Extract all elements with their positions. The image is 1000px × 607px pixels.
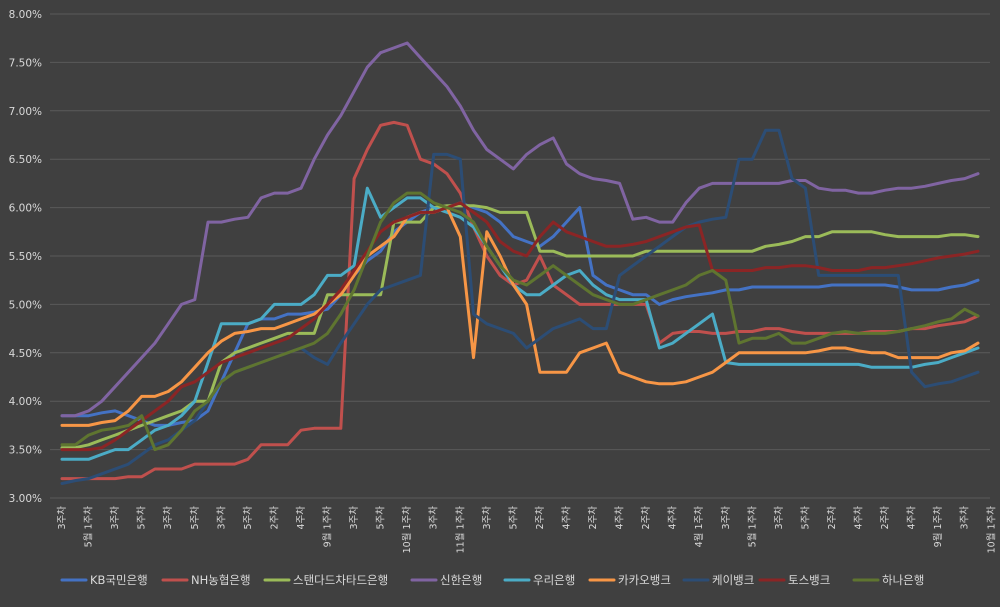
legend-label: 케이뱅크 [712,573,754,587]
gridlines [50,13,990,499]
series-line [60,41,980,418]
x-tick-label: 5주차 [242,506,254,530]
x-tick-label: 3주차 [348,506,360,530]
x-tick-label: 2주차 [268,506,280,530]
y-axis-ticks: 3.00% 3.50% 4.00% 4.50% 5.00% 5.50% 6.00% 6.50%… [9,9,42,505]
x-tick-label: 4주차 [667,506,679,530]
x-tick-label: 4월 1주차 [693,506,705,548]
legend-label: 신한은행 [440,573,482,587]
series-line [60,128,980,485]
legend-label: 하나은행 [882,573,924,587]
series-line [60,201,980,427]
x-tick-label: 2주차 [879,506,891,530]
legend-label: 우리은행 [533,573,575,587]
legend-label: 카카오뱅크 [618,573,671,587]
x-tick-label: 10월 1주차 [401,506,413,554]
series-line [60,204,980,450]
x-tick-label: 4주차 [295,506,307,530]
series-lines [60,41,980,485]
x-tick-label: 5주차 [507,506,519,530]
series-line [60,120,980,481]
x-tick-label: 3주차 [481,506,493,530]
x-tick-label: 3주차 [428,506,440,530]
x-tick-label: 5주차 [189,506,201,530]
y-tick-label: 5.00% [9,299,42,311]
series-line [60,186,980,461]
x-tick-label: 3주차 [959,506,971,530]
x-tick-label: 4주차 [560,506,572,530]
y-tick-label: 6.50% [9,154,42,166]
x-tick-label: 9월 1주차 [322,506,334,548]
series-line [60,191,980,452]
x-tick-label: 2주차 [640,506,652,530]
legend-label: NH농협은행 [191,573,251,587]
legend-label: 스탠다드차타드은행 [293,573,388,587]
y-tick-label: 4.00% [9,396,42,408]
x-tick-label: 5월 1주차 [746,506,758,548]
x-tick-label: 3주차 [773,506,785,530]
legend-label: 토스뱅크 [788,573,830,587]
x-tick-label: 3주차 [109,506,121,530]
y-tick-label: 7.00% [9,106,42,118]
x-tick-label: 2주차 [587,506,599,530]
x-tick-label: 10월 1주차 [985,506,997,554]
y-tick-label: 4.50% [9,348,42,360]
x-tick-label: 9월 1주차 [932,506,944,548]
y-tick-label: 3.50% [9,445,42,457]
x-tick-label: 4주차 [853,506,865,530]
x-tick-label: 2주차 [534,506,546,530]
x-tick-label: 3주차 [162,506,174,530]
x-tick-label: 4주차 [614,506,626,530]
y-tick-label: 8.00% [9,9,42,21]
y-tick-label: 3.00% [9,493,42,505]
x-tick-label: 3주차 [215,506,227,530]
y-tick-label: 5.50% [9,251,42,263]
y-tick-label: 6.00% [9,203,42,215]
x-tick-label: 4주차 [906,506,918,530]
x-tick-label: 5주차 [375,506,387,530]
series-line [60,206,980,427]
y-tick-label: 7.50% [9,57,42,69]
legend-label: KB국민은행 [90,573,148,587]
x-tick-label: 11월 1주차 [454,506,466,554]
x-tick-label: 5주차 [136,506,148,530]
x-tick-label: 5월 1주차 [83,506,95,548]
x-tick-label: 3주차 [56,506,68,530]
x-tick-label: 3주차 [720,506,732,530]
x-axis-ticks: 3주차 5월 1주차 3주차 5주차 3주차 5주차 3주차 5주차 2주차 4주차 9월 1주차 3… [56,506,997,554]
series-line [60,201,980,452]
legend: KB국민은행 NH농협은행 스탠다드차타드은행 신한은행 우리은행 카카오뱅크 케이뱅크 토스… [60,573,924,587]
x-tick-label: 5주차 [799,506,811,530]
x-tick-label: 2주차 [826,506,838,530]
